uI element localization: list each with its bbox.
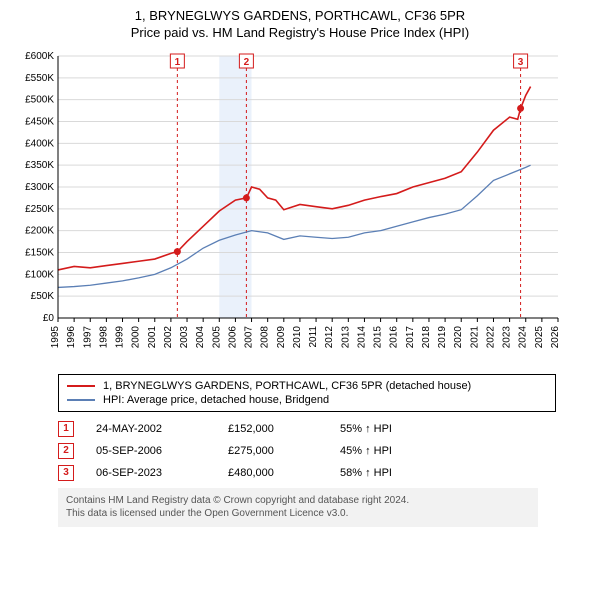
svg-text:2015: 2015 xyxy=(373,325,384,348)
footer-attribution: Contains HM Land Registry data © Crown c… xyxy=(58,488,538,527)
svg-text:2021: 2021 xyxy=(469,325,480,348)
svg-text:1997: 1997 xyxy=(82,325,93,348)
svg-text:2018: 2018 xyxy=(421,325,432,348)
footer-line2: This data is licensed under the Open Gov… xyxy=(66,507,530,521)
sale-date: 06-SEP-2023 xyxy=(96,467,206,479)
svg-text:£50K: £50K xyxy=(31,291,55,302)
svg-text:£200K: £200K xyxy=(25,225,54,236)
legend-swatch xyxy=(67,385,95,387)
sale-row: 1 24-MAY-2002 £152,000 55% ↑ HPI xyxy=(58,418,590,440)
sales-table: 1 24-MAY-2002 £152,000 55% ↑ HPI 2 05-SEP-200… xyxy=(58,418,590,484)
svg-text:2016: 2016 xyxy=(389,325,400,348)
sale-price: £152,000 xyxy=(228,423,318,435)
footer-line1: Contains HM Land Registry data © Crown c… xyxy=(66,494,530,508)
sale-delta: 58% ↑ HPI xyxy=(340,467,450,479)
legend-swatch xyxy=(67,399,95,401)
svg-text:2008: 2008 xyxy=(260,325,271,348)
chart: £0 £50K £100K £150K £200K £250K £300K £350K £400… xyxy=(10,48,590,368)
svg-text:2012: 2012 xyxy=(324,325,335,348)
svg-text:2004: 2004 xyxy=(195,325,206,348)
svg-text:2006: 2006 xyxy=(227,325,238,348)
svg-text:2019: 2019 xyxy=(437,325,448,348)
legend-label: HPI: Average price, detached house, Brid… xyxy=(103,394,329,406)
svg-text:2001: 2001 xyxy=(147,325,158,348)
svg-text:1: 1 xyxy=(175,57,181,68)
svg-text:2: 2 xyxy=(244,57,250,68)
page: 1, BRYNEGLWYS GARDENS, PORTHCAWL, CF36 5… xyxy=(0,0,600,533)
svg-text:2014: 2014 xyxy=(356,325,367,348)
legend-label: 1, BRYNEGLWYS GARDENS, PORTHCAWL, CF36 5… xyxy=(103,380,471,392)
chart-svg: £0 £50K £100K £150K £200K £250K £300K £350K £400… xyxy=(10,48,570,368)
svg-text:£100K: £100K xyxy=(25,269,54,280)
svg-text:1999: 1999 xyxy=(115,325,126,348)
svg-text:£150K: £150K xyxy=(25,247,54,258)
sale-date: 05-SEP-2006 xyxy=(96,445,206,457)
svg-text:2003: 2003 xyxy=(179,325,190,348)
svg-text:£450K: £450K xyxy=(25,116,54,127)
svg-text:2009: 2009 xyxy=(276,325,287,348)
svg-text:£500K: £500K xyxy=(25,94,54,105)
svg-text:£550K: £550K xyxy=(25,73,54,84)
sale-delta: 55% ↑ HPI xyxy=(340,423,450,435)
svg-text:£400K: £400K xyxy=(25,138,54,149)
legend-item: HPI: Average price, detached house, Brid… xyxy=(67,393,547,407)
svg-text:3: 3 xyxy=(518,57,524,68)
sale-date: 24-MAY-2002 xyxy=(96,423,206,435)
svg-text:2002: 2002 xyxy=(163,325,174,348)
svg-text:2022: 2022 xyxy=(485,325,496,348)
svg-text:£600K: £600K xyxy=(25,51,54,62)
svg-text:2000: 2000 xyxy=(131,325,142,348)
title-line1: 1, BRYNEGLWYS GARDENS, PORTHCAWL, CF36 5… xyxy=(10,8,590,25)
svg-text:2007: 2007 xyxy=(244,325,255,348)
svg-text:1996: 1996 xyxy=(66,325,77,348)
sale-row: 2 05-SEP-2006 £275,000 45% ↑ HPI xyxy=(58,440,590,462)
sale-marker-icon: 3 xyxy=(58,465,74,481)
sale-row: 3 06-SEP-2023 £480,000 58% ↑ HPI xyxy=(58,462,590,484)
svg-text:2026: 2026 xyxy=(550,325,561,348)
svg-text:1995: 1995 xyxy=(50,325,61,348)
sale-delta: 45% ↑ HPI xyxy=(340,445,450,457)
legend: 1, BRYNEGLWYS GARDENS, PORTHCAWL, CF36 5… xyxy=(58,374,556,412)
svg-text:2017: 2017 xyxy=(405,325,416,348)
svg-text:2013: 2013 xyxy=(340,325,351,348)
svg-text:2020: 2020 xyxy=(453,325,464,348)
svg-text:£350K: £350K xyxy=(25,160,54,171)
sale-price: £275,000 xyxy=(228,445,318,457)
svg-text:1998: 1998 xyxy=(98,325,109,348)
svg-text:2005: 2005 xyxy=(211,325,222,348)
svg-text:2024: 2024 xyxy=(518,325,529,348)
sale-price: £480,000 xyxy=(228,467,318,479)
svg-text:£250K: £250K xyxy=(25,204,54,215)
svg-text:2010: 2010 xyxy=(292,325,303,348)
sale-marker-icon: 1 xyxy=(58,421,74,437)
svg-text:2023: 2023 xyxy=(502,325,513,348)
title-line2: Price paid vs. HM Land Registry's House … xyxy=(10,25,590,42)
svg-text:£0: £0 xyxy=(43,313,55,324)
sale-marker-icon: 2 xyxy=(58,443,74,459)
chart-title: 1, BRYNEGLWYS GARDENS, PORTHCAWL, CF36 5… xyxy=(10,8,590,42)
svg-text:£300K: £300K xyxy=(25,182,54,193)
svg-text:2025: 2025 xyxy=(534,325,545,348)
svg-text:2011: 2011 xyxy=(308,325,319,347)
legend-item: 1, BRYNEGLWYS GARDENS, PORTHCAWL, CF36 5… xyxy=(67,379,547,393)
